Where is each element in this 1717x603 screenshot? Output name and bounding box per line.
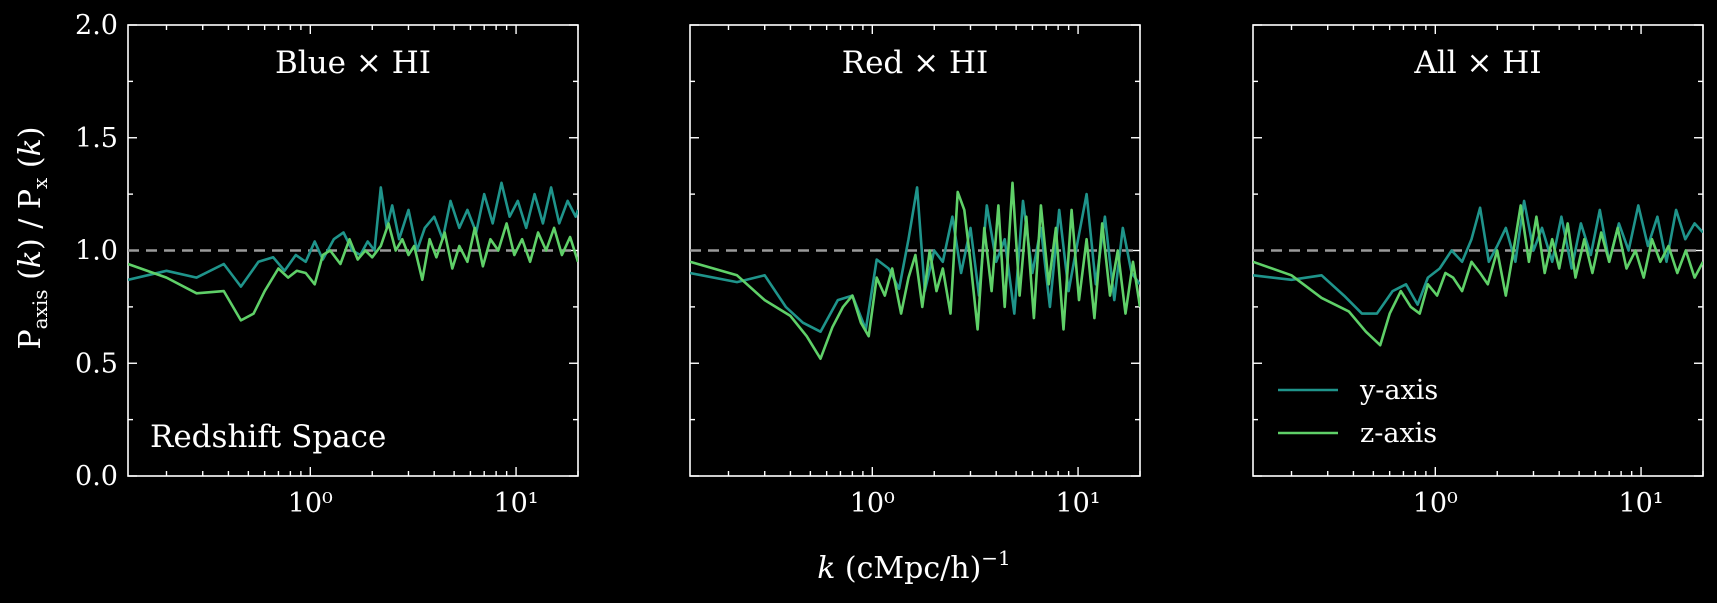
panel-blue-hi: 0.0 0.5 1.0 1.5 2.0 10⁰ 10¹ Blue × HI xyxy=(75,10,579,519)
redshift-space-annotation: Redshift Space xyxy=(150,419,386,455)
y-tick-label: 0.5 xyxy=(75,348,118,379)
y-tick-label: 0.0 xyxy=(75,461,118,492)
legend-label-y-axis: y-axis xyxy=(1359,375,1438,406)
x-tick-label: 10¹ xyxy=(493,488,538,519)
series-y-axis xyxy=(1253,199,1703,315)
series-z-axis xyxy=(1253,204,1703,347)
panel-all-hi: 10⁰ 10¹ All × HI y-axis z-axis xyxy=(1252,24,1704,519)
panel-title: Blue × HI xyxy=(275,45,431,81)
legend-label-z-axis: z-axis xyxy=(1360,418,1437,449)
x-axis-label: k (cMpc/h)−1 xyxy=(817,546,1011,586)
series-y-axis xyxy=(690,186,1140,334)
series-z-axis xyxy=(128,222,578,322)
x-tick-label: 10¹ xyxy=(1055,488,1100,519)
panel-title: All × HI xyxy=(1413,45,1541,81)
panel-red-hi: 10⁰ 10¹ Red × HI xyxy=(689,24,1141,519)
y-tick-label: 1.5 xyxy=(75,123,118,154)
x-tick-label: 10⁰ xyxy=(288,488,333,519)
y-tick-label: 1.0 xyxy=(75,236,118,267)
series-z-axis xyxy=(690,181,1140,361)
y-tick-label: 2.0 xyxy=(75,10,118,41)
panel-title: Red × HI xyxy=(842,45,989,81)
x-tick-label: 10¹ xyxy=(1618,488,1663,519)
y-axis-label: Paxis (k) / Px (k) xyxy=(13,126,52,349)
panels: 0.0 0.5 1.0 1.5 2.0 10⁰ 10¹ Blue × HI 10⁰ 10¹ Red … xyxy=(75,10,1704,519)
series-y-axis xyxy=(128,181,578,288)
x-tick-label: 10⁰ xyxy=(1413,488,1458,519)
x-tick-label: 10⁰ xyxy=(850,488,895,519)
legend: y-axis z-axis xyxy=(1278,375,1438,449)
